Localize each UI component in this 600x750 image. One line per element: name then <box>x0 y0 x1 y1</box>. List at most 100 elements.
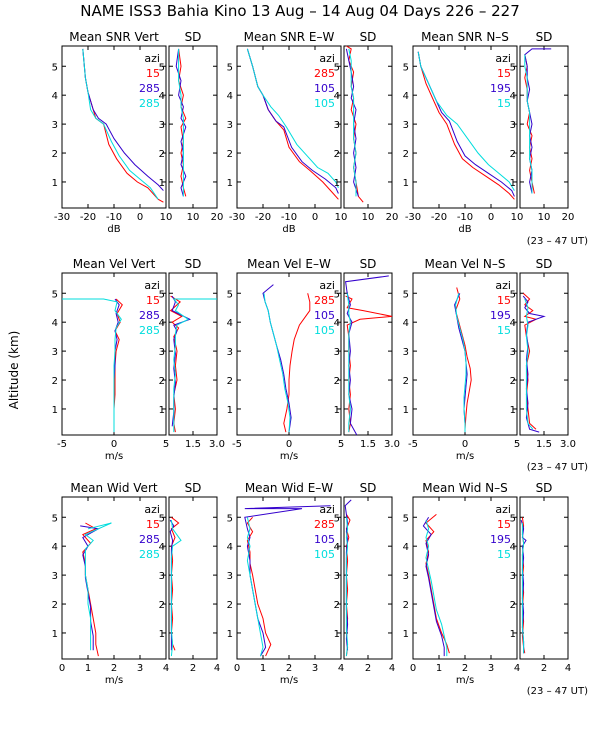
y-tick-label: 2 <box>403 149 409 160</box>
x-axis-label: dB <box>458 224 471 235</box>
panel-title: SD <box>185 30 202 44</box>
y-tick-label: 2 <box>334 149 340 160</box>
legend-header: azi <box>319 503 335 516</box>
y-tick-label: 4 <box>403 542 409 553</box>
series-line-cyan <box>425 519 448 657</box>
x-tick-label: 0 <box>59 663 65 674</box>
legend-entry: 15 <box>146 294 160 307</box>
y-tick-label: 1 <box>334 178 340 189</box>
series-line-blue <box>422 517 445 657</box>
panel-title: Mean Vel N–S <box>425 257 506 271</box>
x-tick-label: -30 <box>229 212 245 223</box>
y-tick-label: 1 <box>334 629 340 640</box>
x-tick-label: 0 <box>488 212 494 223</box>
y-tick-label: 3 <box>227 347 233 358</box>
x-tick-label: -5 <box>232 439 242 450</box>
series-line-blue <box>345 48 359 197</box>
ut-note-row3: (23 – 47 UT) <box>527 686 588 697</box>
legend-entry: 15 <box>497 324 511 337</box>
panel-title: SD <box>360 481 377 495</box>
series-line-cyan <box>172 298 217 433</box>
legend-entry: 195 <box>490 309 511 322</box>
x-axis-label: m/s <box>456 675 474 686</box>
series-line-cyan <box>521 523 525 654</box>
series-line-red <box>346 45 364 203</box>
legend-header: azi <box>319 279 335 292</box>
y-tick-label: 3 <box>403 571 409 582</box>
series-line-blue <box>524 48 552 194</box>
y-tick-label: 2 <box>403 600 409 611</box>
x-tick-label: 0 <box>234 663 240 674</box>
x-tick-label: 20 <box>562 212 575 223</box>
y-tick-label: 3 <box>334 347 340 358</box>
y-tick-label: 4 <box>52 91 58 102</box>
y-tick-label: 5 <box>227 513 233 524</box>
panel-snr-3: SD 1 2 3 4 5 10 20 <box>334 30 399 223</box>
x-axis-label: dB <box>107 224 120 235</box>
x-tick-label: 2 <box>286 663 292 674</box>
legend-header: azi <box>319 52 335 65</box>
legend-entry: 285 <box>314 294 335 307</box>
x-axis-label: m/s <box>456 451 474 462</box>
panel-title: Mean Wid N–S <box>422 481 507 495</box>
panel-title: SD <box>536 30 553 44</box>
legend-entry: 105 <box>314 82 335 95</box>
x-tick-label: -5 <box>408 439 418 450</box>
legend-entry: 105 <box>314 97 335 110</box>
x-tick-label: 4 <box>514 663 520 674</box>
y-tick-label: 5 <box>334 62 340 73</box>
y-tick-label: 1 <box>159 178 165 189</box>
panel-wid-3: SD 1 2 3 4 5 2 4 <box>334 481 396 674</box>
series-line-blue <box>113 298 120 433</box>
x-tick-label: 5 <box>514 439 520 450</box>
panel-vel-5: SD 1 2 3 4 5 1.5 3.0 <box>510 257 576 450</box>
x-tick-label: 10 <box>335 212 348 223</box>
y-tick-label: 1 <box>52 405 58 416</box>
legend-entry: 15 <box>497 548 511 561</box>
x-tick-label: 1.5 <box>536 439 552 450</box>
y-tick-label: 1 <box>227 405 233 416</box>
y-tick-label: 1 <box>510 629 516 640</box>
x-tick-label: -30 <box>54 212 70 223</box>
y-tick-label: 3 <box>510 571 516 582</box>
y-tick-label: 2 <box>52 376 58 387</box>
y-tick-label: 1 <box>403 629 409 640</box>
series-line-cyan <box>82 48 159 200</box>
series-line-cyan <box>62 298 122 433</box>
y-tick-label: 2 <box>334 376 340 387</box>
y-tick-label: 5 <box>403 513 409 524</box>
y-tick-label: 4 <box>52 542 58 553</box>
x-tick-label: -30 <box>405 212 421 223</box>
panel-snr-5: SD 1 2 3 4 5 10 20 <box>510 30 575 223</box>
y-tick-label: 5 <box>403 289 409 300</box>
y-tick-label: 3 <box>159 120 165 131</box>
x-tick-label: 4 <box>389 663 395 674</box>
panel-wid-1: SD 1 2 3 4 5 2 4 <box>159 481 221 674</box>
legend-entry: 15 <box>146 67 160 80</box>
y-tick-label: 3 <box>227 120 233 131</box>
x-tick-label: -10 <box>106 212 122 223</box>
legend-header: azi <box>144 52 160 65</box>
y-tick-label: 2 <box>403 376 409 387</box>
y-tick-label: 5 <box>403 62 409 73</box>
y-tick-label: 2 <box>510 376 516 387</box>
x-tick-label: 5 <box>338 439 344 450</box>
legend-entry: 285 <box>139 324 160 337</box>
x-tick-label: 2 <box>541 663 547 674</box>
panel-wid-5: SD 1 2 3 4 5 2 4 <box>510 481 572 674</box>
series-line-red <box>283 293 311 433</box>
y-tick-label: 5 <box>159 289 165 300</box>
x-tick-label: 4 <box>338 663 344 674</box>
legend-header: azi <box>495 52 511 65</box>
legend-header: azi <box>144 503 160 516</box>
x-tick-label: 0 <box>312 212 318 223</box>
y-tick-label: 3 <box>334 120 340 131</box>
panel-title: SD <box>360 30 377 44</box>
